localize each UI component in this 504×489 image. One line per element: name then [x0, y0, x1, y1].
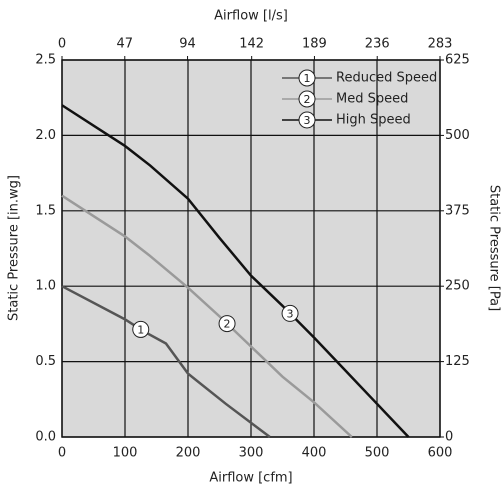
x2-tick-label: 47: [117, 37, 134, 52]
curve-label-circle: [298, 111, 316, 129]
x2-tick-label: 283: [428, 37, 453, 52]
curve-label-circle: [281, 304, 299, 322]
x2-tick-label: 142: [239, 37, 264, 52]
x2-tick-label: 189: [302, 37, 327, 52]
x2-tick-label: 236: [365, 37, 390, 52]
y-tick-label: 1.0: [35, 279, 56, 294]
x2-axis-label: Airflow [l/s]: [214, 9, 288, 24]
y2-tick-label: 625: [445, 53, 470, 68]
curve-label-circle: [132, 320, 150, 338]
y-tick-label: 1.5: [35, 203, 56, 218]
series-line: [61, 104, 410, 438]
series-line: [61, 194, 353, 438]
x-tick-label: 0: [58, 446, 66, 461]
curve-label: 3: [304, 114, 311, 127]
curve-label: 1: [304, 72, 311, 85]
x-tick-label: 400: [302, 446, 327, 461]
plot-frame: [61, 59, 441, 438]
curve-label: 1: [137, 323, 144, 336]
x-tick-label: 600: [428, 446, 453, 461]
series-line: [61, 285, 271, 438]
y2-tick-label: 125: [445, 354, 470, 369]
x-tick-label: 500: [365, 446, 390, 461]
x-tick-label: 300: [239, 446, 264, 461]
legend-label: Reduced Speed: [336, 71, 437, 86]
legend-label: Med Speed: [336, 92, 408, 107]
curve-label-circle: [298, 69, 316, 87]
x2-tick-label: 0: [58, 37, 66, 52]
legend-label: High Speed: [336, 113, 411, 128]
x-tick-label: 100: [113, 446, 138, 461]
y2-tick-label: 0: [445, 430, 453, 445]
y2-axis-label: Static Pressure [Pa]: [487, 185, 502, 311]
curve-label-circle: [218, 315, 236, 333]
x2-tick-label: 94: [179, 37, 196, 52]
y-tick-label: 2.0: [35, 128, 56, 143]
y2-tick-label: 250: [445, 279, 470, 294]
y2-tick-label: 500: [445, 128, 470, 143]
curve-label: 3: [287, 307, 294, 320]
curve-label: 2: [304, 93, 311, 106]
x-tick-label: 200: [176, 446, 201, 461]
curve-label-circle: [298, 90, 316, 108]
y-tick-label: 0.5: [35, 354, 56, 369]
y-tick-label: 2.5: [35, 53, 56, 68]
x-axis-label: Airflow [cfm]: [209, 471, 292, 486]
y-axis-label: Static Pressure [in.wg]: [7, 175, 22, 321]
y-tick-label: 0.0: [35, 430, 56, 445]
y2-tick-label: 375: [445, 203, 470, 218]
curve-label: 2: [224, 318, 231, 331]
